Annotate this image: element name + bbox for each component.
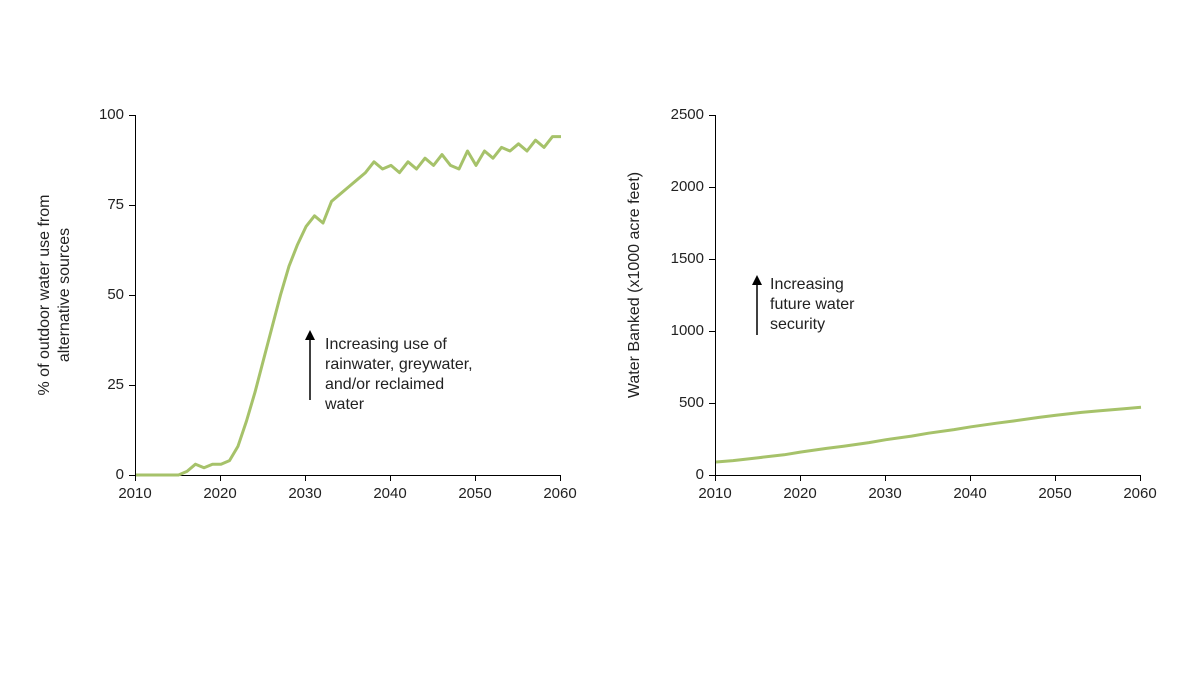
right-y-tick-label: 2500 [654, 106, 704, 123]
right-x-tick-label: 2020 [775, 485, 825, 502]
right-y-tick-mark [709, 187, 715, 188]
right-x-tick-mark [800, 475, 801, 481]
right-x-tick-mark [1055, 475, 1056, 481]
right-x-tick-mark [1140, 475, 1141, 481]
right-x-tick-label: 2010 [690, 485, 740, 502]
right-x-tick-mark [970, 475, 971, 481]
right-annotation-arrow-icon [749, 275, 765, 335]
right-annotation-line: Increasing [770, 275, 854, 295]
right-x-tick-label: 2040 [945, 485, 995, 502]
right-x-tick-mark [715, 475, 716, 481]
right-annotation-text: Increasingfuture watersecurity [770, 275, 854, 335]
right-y-tick-label: 1500 [654, 250, 704, 267]
right-y-tick-mark [709, 331, 715, 332]
right-chart-panel: Water Banked (x1000 acre feet) Increasin… [0, 0, 1200, 700]
right-x-tick-label: 2030 [860, 485, 910, 502]
right-y-tick-label: 1000 [654, 322, 704, 339]
right-x-tick-label: 2060 [1115, 485, 1165, 502]
right-y-tick-mark [709, 115, 715, 116]
right-annotation-line: future water [770, 295, 854, 315]
right-series-line [716, 407, 1141, 462]
right-y-tick-label: 500 [654, 394, 704, 411]
right-y-tick-label: 2000 [654, 178, 704, 195]
figure-canvas: % of outdoor water use from alternative … [0, 0, 1200, 700]
right-y-tick-mark [709, 259, 715, 260]
right-x-tick-label: 2050 [1030, 485, 1080, 502]
right-y-axis-title: Water Banked (x1000 acre feet) [625, 135, 645, 435]
right-y-tick-mark [709, 403, 715, 404]
right-x-tick-mark [885, 475, 886, 481]
right-y-tick-label: 0 [654, 466, 704, 483]
right-annotation-line: security [770, 315, 854, 335]
